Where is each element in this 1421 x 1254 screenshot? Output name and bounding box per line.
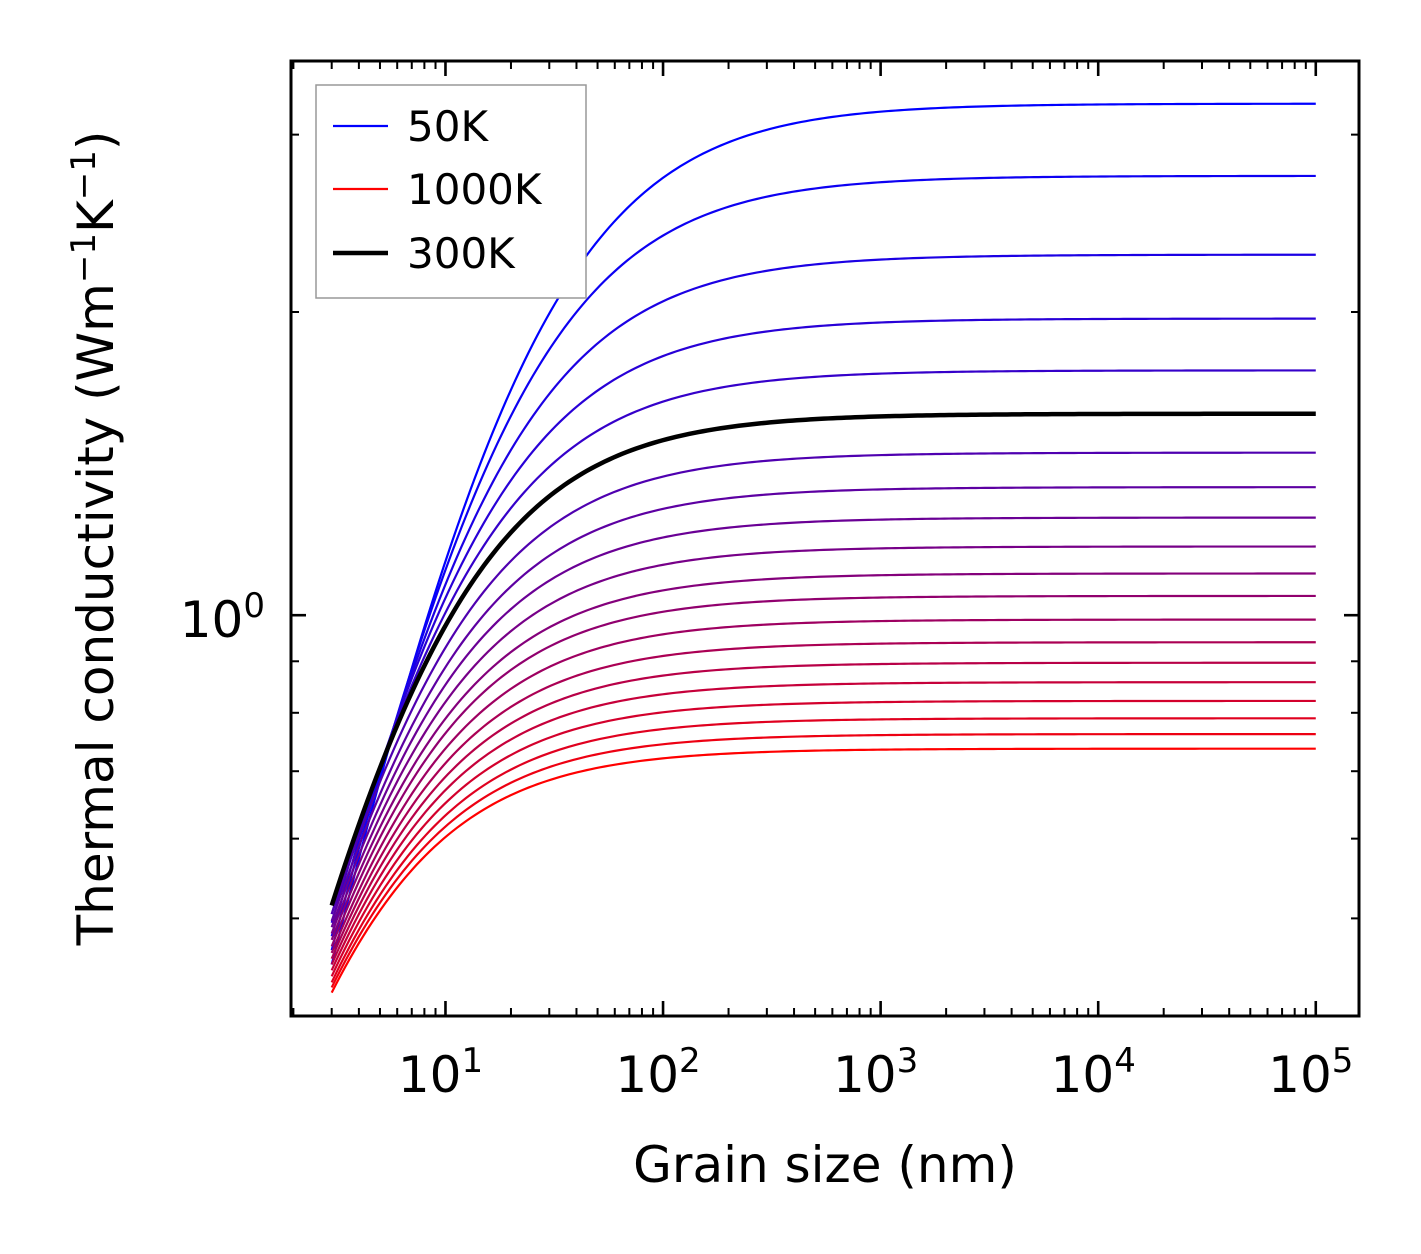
y-axis-title-k: K xyxy=(67,199,125,233)
series-line-350K xyxy=(330,451,1316,915)
legend-label-1000K: 1000K xyxy=(407,165,543,214)
x-tick-label: 102 xyxy=(615,1041,700,1104)
y-axis-title-main: Thermal conductivity (Wm xyxy=(67,283,125,946)
y-axis-title-exp-k: −1 xyxy=(64,150,104,200)
series-line-1000K xyxy=(330,747,1316,994)
y-axis-title-exp-m: −1 xyxy=(64,233,104,283)
legend-label-300K: 300K xyxy=(407,229,516,278)
x-tick-label: 103 xyxy=(833,1041,918,1104)
x-axis-title: Grain size (nm) xyxy=(633,1136,1017,1194)
series-line-950K xyxy=(330,733,1316,988)
legend: 50K 1000K 300K xyxy=(315,84,587,299)
series-line-650K xyxy=(330,618,1316,954)
series-line-250K xyxy=(330,369,1316,915)
y-axis-title-close: ) xyxy=(67,131,125,151)
series-line-200K xyxy=(330,317,1316,924)
series-line-600K xyxy=(330,594,1316,947)
series-line-850K xyxy=(330,699,1316,977)
series-line-450K xyxy=(330,516,1316,928)
y-tick-label: 100 xyxy=(180,586,265,649)
plot-frame xyxy=(289,59,1361,1018)
series-line-750K xyxy=(330,661,1316,965)
y-tick-labels: 100 xyxy=(180,586,265,649)
series-line-900K xyxy=(330,717,1316,983)
series-line-800K xyxy=(330,681,1316,971)
series-line-150K xyxy=(330,253,1316,937)
series-line-500K xyxy=(330,545,1316,934)
series-line-550K xyxy=(330,572,1316,941)
y-axis-title: Thermal conductivity (Wm−1K−1) xyxy=(64,131,125,947)
legend-entries: 50K 1000K 300K xyxy=(333,102,543,278)
legend-box xyxy=(315,84,587,299)
x-tick-label: 104 xyxy=(1051,1041,1136,1104)
series-line-300K xyxy=(329,411,1316,907)
legend-label-50K: 50K xyxy=(407,102,489,151)
series-line-400K xyxy=(330,486,1316,922)
x-tick-labels: 101 102 103 104 105 xyxy=(398,1041,1354,1104)
series-line-100K xyxy=(330,174,1316,951)
series-line-700K xyxy=(330,641,1316,960)
x-tick-label: 101 xyxy=(398,1041,483,1104)
series-layer xyxy=(329,102,1316,994)
x-tick-label: 105 xyxy=(1268,1041,1353,1104)
series-line-50K xyxy=(330,102,1316,965)
